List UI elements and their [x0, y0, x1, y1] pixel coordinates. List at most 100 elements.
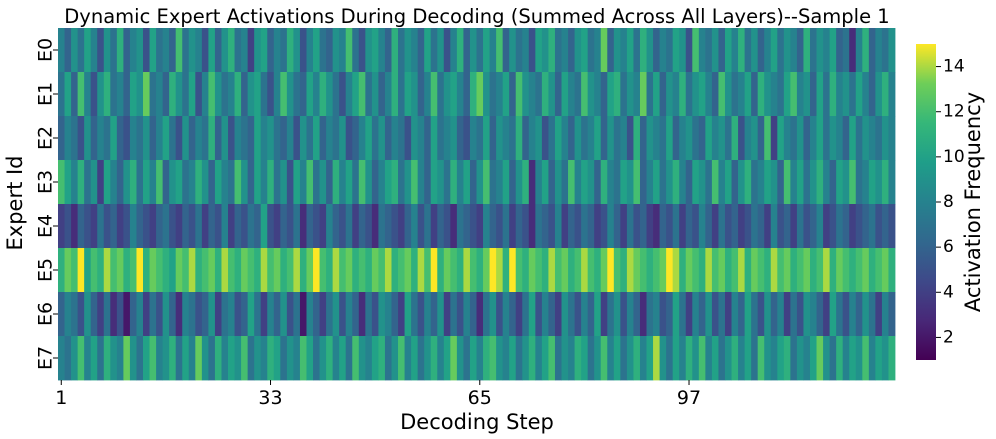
heatmap-cell	[214, 28, 222, 73]
heatmap-cell	[855, 292, 863, 337]
heatmap-cell	[175, 160, 183, 205]
heatmap-cell	[149, 72, 157, 117]
heatmap-cell	[862, 160, 870, 205]
heatmap-cell	[483, 248, 490, 293]
heatmap-cell	[803, 336, 811, 381]
heatmap-cell	[522, 292, 530, 337]
heatmap-cell	[587, 336, 595, 381]
heatmap-cell	[58, 336, 65, 381]
heatmap-cell	[607, 28, 615, 73]
heatmap-cell	[613, 292, 621, 337]
heatmap-cell	[790, 160, 798, 205]
heatmap-cell	[724, 248, 732, 293]
heatmap-cell	[738, 116, 745, 161]
y-tick-label: E1	[35, 82, 57, 106]
heatmap-cell	[809, 160, 817, 205]
heatmap-cell	[613, 336, 621, 381]
heatmap-cell	[77, 336, 85, 381]
heatmap-cell	[411, 28, 419, 73]
heatmap-cell	[672, 28, 680, 73]
heatmap-cell	[646, 204, 654, 249]
heatmap-cell	[182, 336, 190, 381]
heatmap-cell	[764, 116, 772, 161]
heatmap-cell	[613, 116, 621, 161]
heatmap-cell	[463, 116, 471, 161]
heatmap-cell	[535, 204, 543, 249]
heatmap-cell	[816, 204, 824, 249]
heatmap-cell	[587, 28, 595, 73]
x-axis-label: Decoding Step	[400, 410, 554, 434]
heatmap-cell	[149, 160, 157, 205]
heatmap-cell	[731, 116, 739, 161]
heatmap-cell	[888, 336, 896, 381]
heatmap-cell	[71, 248, 79, 293]
heatmap-cell	[71, 116, 79, 161]
heatmap-cell	[352, 116, 360, 161]
y-tick-label: E7	[35, 346, 57, 370]
heatmap-cell	[868, 204, 876, 249]
heatmap-cell	[437, 248, 445, 293]
heatmap-cell	[607, 292, 615, 337]
heatmap-cell	[594, 248, 602, 293]
heatmap-cell	[358, 116, 366, 161]
heatmap-cell	[849, 160, 857, 205]
heatmap-cells	[58, 28, 896, 381]
heatmap-cell	[143, 204, 150, 249]
heatmap-cell	[594, 116, 602, 161]
heatmap-cell	[862, 72, 870, 117]
heatmap-cell	[659, 160, 667, 205]
heatmap-cell	[293, 28, 301, 73]
heatmap-cell	[326, 28, 334, 73]
heatmap-cell	[705, 116, 713, 161]
heatmap-cell	[116, 72, 124, 117]
heatmap-cell	[744, 72, 752, 117]
heatmap-cell	[705, 204, 713, 249]
heatmap-cell	[476, 116, 484, 161]
heatmap-cell	[653, 292, 660, 337]
heatmap-cell	[836, 292, 844, 337]
heatmap-cell	[783, 116, 791, 161]
heatmap-cell	[757, 292, 765, 337]
heatmap-cell	[711, 292, 719, 337]
heatmap-cell	[463, 204, 471, 249]
heatmap-cell	[384, 72, 392, 117]
heatmap-cell	[188, 336, 196, 381]
heatmap-cell	[483, 28, 490, 73]
heatmap-cell	[541, 204, 549, 249]
heatmap-cell	[607, 248, 615, 293]
heatmap-cell	[221, 28, 229, 73]
heatmap-cell	[666, 204, 674, 249]
heatmap-cell	[306, 28, 314, 73]
heatmap-cell	[496, 72, 504, 117]
heatmap-cell	[607, 336, 615, 381]
heatmap-cell	[90, 116, 98, 161]
heatmap-cell	[483, 292, 490, 337]
heatmap-cell	[554, 204, 562, 249]
heatmap-cell	[881, 204, 889, 249]
heatmap-cell	[718, 292, 726, 337]
heatmap-cell	[783, 72, 791, 117]
heatmap-cell	[685, 292, 693, 337]
heatmap-cell	[228, 336, 235, 381]
heatmap-cell	[430, 248, 438, 293]
heatmap-cell	[358, 248, 366, 293]
heatmap-cell	[424, 160, 432, 205]
heatmap-cell	[84, 336, 92, 381]
heatmap-cell	[123, 248, 131, 293]
heatmap-cell	[110, 248, 118, 293]
heatmap-cell	[286, 72, 294, 117]
heatmap-cell	[411, 72, 419, 117]
heatmap-cell	[829, 160, 837, 205]
heatmap-cell	[64, 72, 72, 117]
heatmap-cell	[430, 28, 438, 73]
heatmap-cell	[64, 204, 72, 249]
heatmap-cell	[162, 248, 170, 293]
heatmap-cell	[430, 336, 438, 381]
heatmap-cell	[548, 336, 556, 381]
heatmap-cell	[803, 72, 811, 117]
heatmap-cell	[744, 292, 752, 337]
heatmap-cell	[58, 116, 65, 161]
heatmap-cell	[666, 248, 674, 293]
heatmap-cell	[417, 204, 425, 249]
heatmap-cell	[241, 336, 249, 381]
